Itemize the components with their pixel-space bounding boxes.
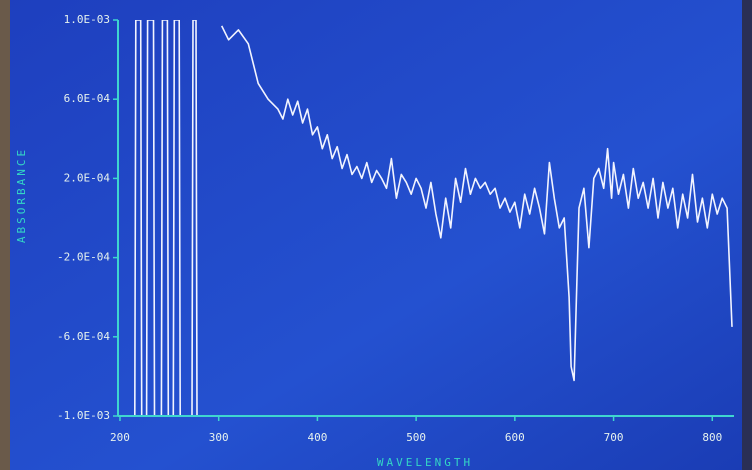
data-line (134, 20, 733, 416)
x-tick-label: 300 (209, 431, 229, 444)
x-axis-label: WAVELENGTH (377, 456, 473, 469)
y-tick-label: 6.0E-04 (64, 92, 111, 105)
y-axis-label: ABSORBANCE (15, 147, 28, 243)
y-tick-label: -2.0E-04 (57, 251, 110, 264)
y-tick-label: -1.0E-03 (57, 409, 110, 422)
bezel (0, 0, 10, 470)
plot-area (134, 20, 733, 416)
y-tick-label: -6.0E-04 (57, 330, 110, 343)
x-tick-label: 600 (505, 431, 525, 444)
y-tick-label: 2.0E-04 (64, 171, 111, 184)
x-tick-label: 400 (307, 431, 327, 444)
x-tick-label: 700 (604, 431, 624, 444)
x-tick-label: 500 (406, 431, 426, 444)
y-tick-label: 1.0E-03 (64, 13, 110, 26)
x-tick-label: 800 (702, 431, 722, 444)
bezel (742, 0, 752, 470)
x-tick-label: 200 (110, 431, 130, 444)
